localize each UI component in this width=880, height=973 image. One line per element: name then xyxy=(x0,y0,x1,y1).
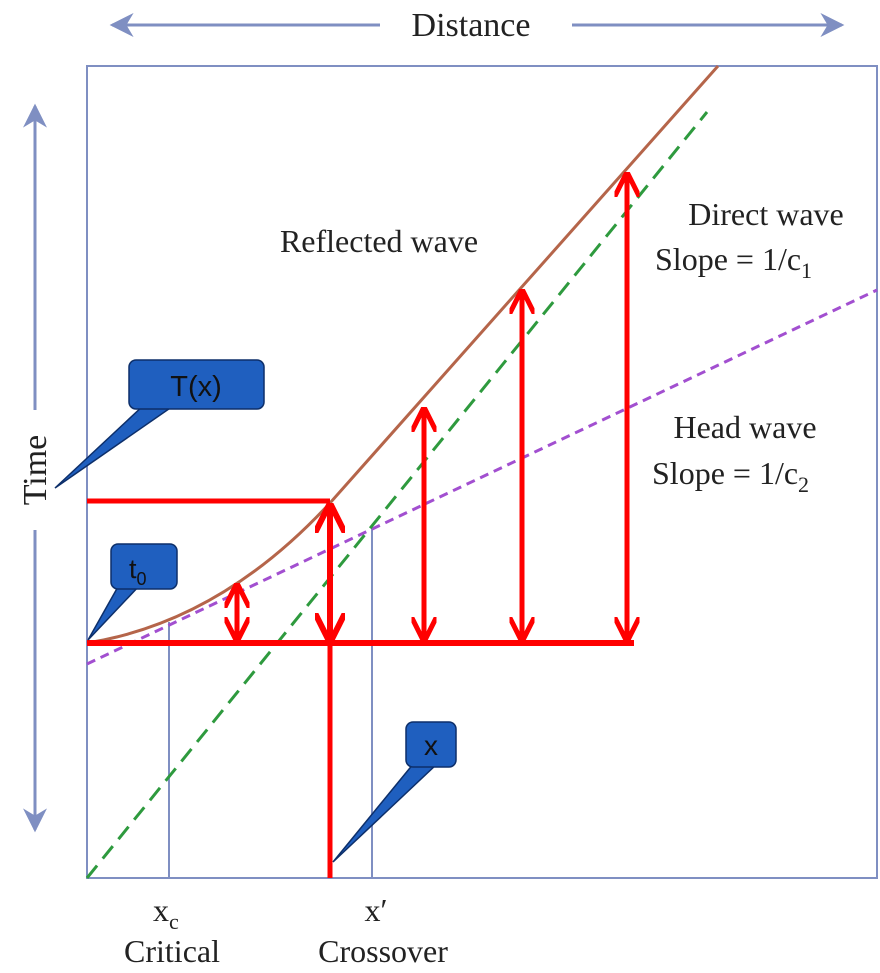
plot-frame xyxy=(86,65,878,879)
x-callout-text: x xyxy=(424,730,438,761)
head-slope-subscript: 2 xyxy=(798,472,809,497)
direct-slope-text: Slope = 1/c xyxy=(655,241,801,277)
x-callout-box xyxy=(405,721,457,768)
crossover-caption: Crossover xyxy=(318,933,448,969)
head-wave-slope: Slope = 1/c2 xyxy=(652,455,809,497)
direct-wave-slope: Slope = 1/c1 xyxy=(655,241,812,283)
critical-caption: Critical xyxy=(124,933,220,969)
head-slope-text: Slope = 1/c xyxy=(652,455,798,491)
tx-callout-box xyxy=(128,359,265,410)
head-wave-label: Head wave xyxy=(673,409,816,445)
direct-wave-line xyxy=(85,111,709,879)
t0-main: t xyxy=(129,554,137,584)
head-wave-line xyxy=(86,288,878,666)
t0-callout-text: t0 xyxy=(129,554,147,589)
time-axis: Time xyxy=(17,103,54,833)
tx-callout-pointer xyxy=(54,403,179,489)
time-label: Time xyxy=(17,435,54,506)
direct-wave-label: Direct wave xyxy=(688,196,843,232)
direct-slope-subscript: 1 xyxy=(801,258,812,283)
red-annotations xyxy=(87,177,634,878)
distance-axis: Distance xyxy=(109,7,845,44)
tx-callout-text: T(x) xyxy=(170,371,222,403)
t0-callout: t0 xyxy=(87,543,178,641)
crossover-distance-symbol: x′ xyxy=(365,892,388,928)
reflected-wave-curve xyxy=(86,65,720,645)
distance-label: Distance xyxy=(412,7,531,44)
t0-callout-box xyxy=(110,543,178,590)
tx-callout: T(x) xyxy=(54,359,265,489)
x-callout: x xyxy=(332,721,457,863)
t0-subscript: 0 xyxy=(137,569,147,589)
reflected-wave-label: Reflected wave xyxy=(280,223,478,259)
critical-distance-symbol: xc xyxy=(153,892,179,934)
x-callout-pointer xyxy=(332,762,440,863)
xc-subscript: c xyxy=(169,909,179,934)
xc-main: x xyxy=(153,892,169,928)
